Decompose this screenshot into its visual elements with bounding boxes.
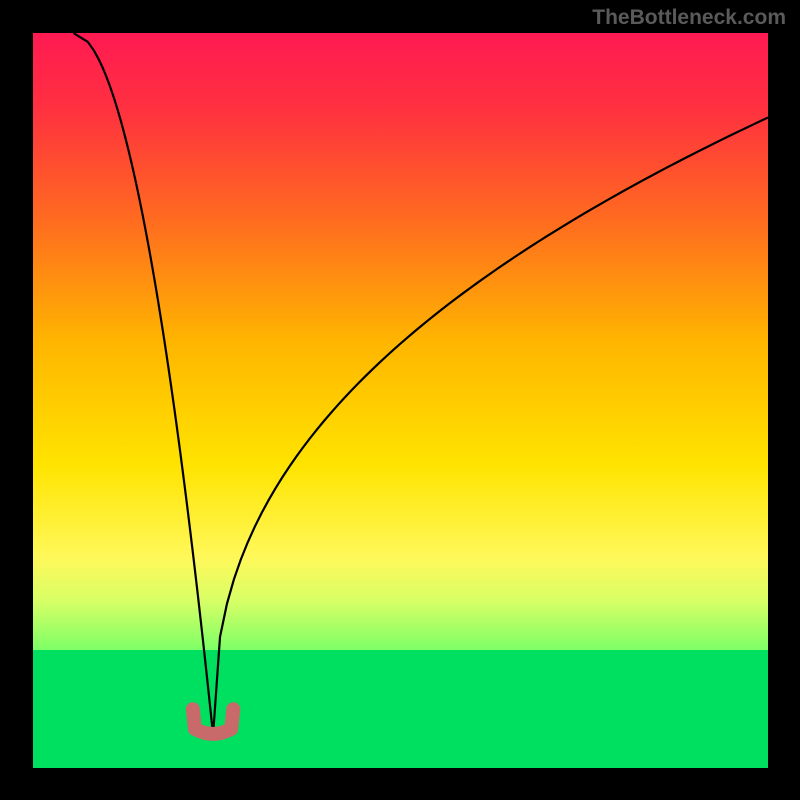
chart-curve-svg xyxy=(33,33,768,768)
bottleneck-curve xyxy=(73,33,768,735)
chart-plot-area xyxy=(33,33,768,768)
watermark-text: TheBottleneck.com xyxy=(592,6,786,30)
